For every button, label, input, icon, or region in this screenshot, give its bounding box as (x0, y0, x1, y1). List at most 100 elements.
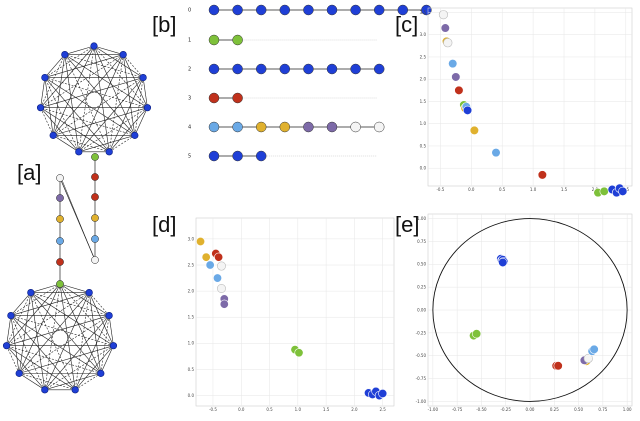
x-tick-label: 1.5 (561, 187, 568, 192)
chain-node (56, 280, 64, 288)
sequence-node (255, 121, 267, 133)
top-clique-edge (78, 54, 124, 152)
sequence-node (350, 121, 361, 133)
top-clique-edge (44, 54, 66, 78)
bottom-clique-edge (100, 315, 110, 374)
scatter-point (216, 283, 226, 293)
scatter-point (201, 252, 211, 262)
sequence-node (279, 4, 291, 16)
bottom-clique-edge (6, 345, 101, 374)
scatter-point (469, 125, 479, 135)
bottom-clique-edge (88, 292, 102, 374)
top-clique-edge (40, 107, 80, 153)
sequence-node (232, 63, 243, 75)
scatter-point (216, 261, 226, 271)
bottom-clique-edge (74, 315, 110, 390)
scatter-point (589, 344, 599, 354)
top-clique-edge (64, 54, 148, 108)
top-clique-node (119, 50, 127, 59)
bottom-clique-edge (30, 283, 61, 293)
scatter-point (440, 23, 450, 33)
panel-label-d: [d] (152, 212, 176, 237)
top-clique-edge (93, 45, 148, 108)
y-tick-label: 2.0 (420, 77, 427, 82)
sequence-node (326, 63, 338, 75)
top-clique-edge (40, 77, 46, 108)
scatter-point (214, 252, 224, 262)
sequence-index: 3 (188, 96, 191, 102)
top-clique-edge (64, 54, 144, 78)
y-tick-label: 0.0 (188, 393, 195, 398)
top-clique-edge (122, 54, 136, 136)
bottom-clique-edge (6, 315, 12, 346)
sequence-node (208, 63, 220, 75)
top-clique-edge (122, 54, 144, 78)
sequence-node (350, 63, 361, 75)
y-tick-label: 0.75 (417, 239, 426, 244)
y-tick-label: 1.5 (188, 315, 195, 320)
bottom-clique-edge (75, 373, 101, 391)
chain-edge (61, 179, 95, 259)
panel-c-scatter: -0.50.00.51.01.52.02.50.00.51.01.52.02.5… (420, 7, 633, 198)
x-tick-label: 0.50 (574, 407, 583, 412)
top-clique-edge (40, 107, 135, 136)
bottom-clique-edge (59, 283, 114, 346)
sequence-node (373, 4, 385, 16)
scatter-point (491, 148, 501, 158)
chain-node (56, 237, 64, 245)
bottom-clique-edge (59, 283, 76, 390)
x-tick-label: 0.5 (266, 407, 273, 412)
scatter-point (454, 85, 464, 95)
scatter-point (294, 348, 304, 358)
bottom-clique-edge (6, 345, 76, 391)
sequence-index: 5 (188, 154, 191, 160)
scatter-point (205, 260, 215, 270)
x-tick-label: 0.25 (550, 407, 559, 412)
panel-label-e: [e] (395, 212, 419, 237)
bottom-clique-edge (44, 292, 90, 390)
y-tick-label: -0.50 (416, 353, 427, 358)
scatter-point (212, 273, 222, 283)
sequence-index: 0 (188, 8, 191, 14)
bottom-clique-node (105, 311, 113, 320)
bottom-clique-edge (100, 345, 114, 374)
bottom-clique-node (109, 342, 118, 350)
sequence-node (255, 150, 267, 162)
top-clique-edge (134, 107, 148, 136)
sequence-node (208, 92, 220, 104)
sequence-node (232, 150, 243, 162)
scatter-point (498, 257, 508, 268)
top-clique-edge (93, 45, 110, 152)
y-tick-label: 3.0 (420, 32, 427, 37)
top-clique-edge (40, 107, 110, 153)
chain-node (91, 256, 99, 264)
top-clique-edge (134, 77, 144, 136)
x-tick-label: 0.0 (468, 187, 475, 192)
x-tick-label: 1.5 (323, 407, 330, 412)
sequence-node (232, 34, 243, 46)
sequence-node (232, 92, 243, 104)
bottom-clique-node (41, 386, 49, 394)
panel-label-c: [c] (395, 12, 418, 37)
x-tick-label: 1.00 (623, 407, 632, 412)
x-tick-label: 0.75 (598, 407, 607, 412)
sequence-index: 1 (188, 38, 191, 44)
bottom-clique-edge (44, 373, 101, 391)
panel-e-scatter: -1.00 -0.75 -0.50 -0.25 0.00 0.25 0.50 0.75 1.00… (416, 213, 633, 412)
bottom-clique-edge (19, 373, 45, 391)
x-tick-label: -0.75 (452, 407, 463, 412)
chain-node (91, 153, 99, 161)
sequence-node (326, 121, 338, 133)
scatter-point (443, 38, 453, 48)
bottom-clique-edge (59, 283, 90, 293)
top-clique-edge (93, 45, 144, 78)
chain-node (56, 194, 64, 202)
sequence-node (279, 121, 291, 133)
chain-node (56, 215, 64, 223)
top-clique-edge (122, 54, 148, 108)
bottom-clique-edge (19, 345, 114, 374)
chain-node (91, 173, 99, 181)
top-clique-edge (93, 45, 124, 55)
top-clique-edge (64, 45, 95, 55)
bottom-clique-edge (19, 373, 76, 391)
